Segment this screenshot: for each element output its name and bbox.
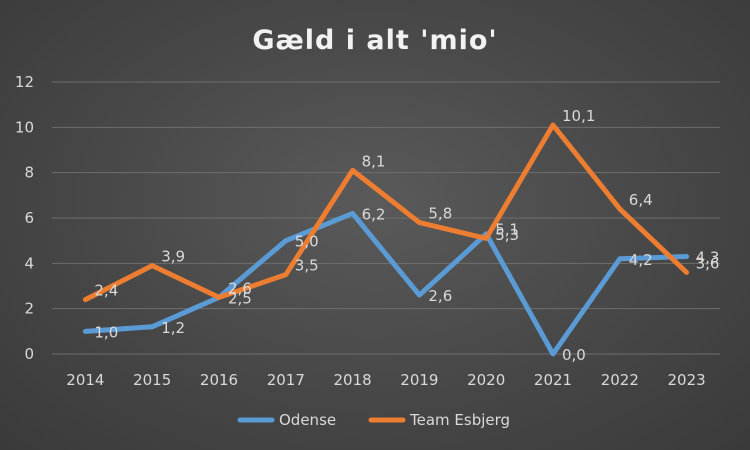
data-label: 6,4 — [629, 191, 653, 209]
data-label: 3,6 — [696, 254, 720, 272]
y-tick-label: 4 — [24, 254, 34, 272]
data-label: 3,9 — [161, 248, 185, 266]
data-label: 10,1 — [562, 107, 595, 125]
data-label: 2,5 — [228, 289, 252, 307]
x-tick-label: 2014 — [66, 371, 104, 389]
data-label: 5,1 — [495, 220, 519, 238]
data-label: 0,0 — [562, 346, 586, 364]
data-label: 1,0 — [94, 323, 118, 341]
x-tick-label: 2019 — [400, 371, 438, 389]
x-tick-label: 2016 — [200, 371, 238, 389]
series-lines — [82, 122, 690, 357]
y-tick-label: 8 — [24, 164, 34, 182]
x-axis-ticks: 2014 2015 2016 2017 2018 2019 2020 2021 2022 2023 — [66, 371, 705, 389]
data-label: 4,3 — [696, 249, 720, 267]
data-label: 8,1 — [362, 152, 386, 170]
x-tick-label: 2021 — [534, 371, 572, 389]
data-labels: 1,0 1,2 2,5 5,0 6,2 2,6 5,3 0,0 4,2 4,3 2,4 3,9 2,6 3… — [94, 107, 719, 364]
series-line-odense[interactable] — [82, 210, 690, 357]
x-tick-label: 2018 — [334, 371, 372, 389]
x-tick-label: 2017 — [267, 371, 305, 389]
chart-title: Gæld i alt 'mio' — [252, 25, 497, 56]
data-label: 5,0 — [295, 233, 319, 251]
data-label: 1,2 — [161, 319, 185, 337]
data-label: 6,2 — [362, 205, 386, 223]
data-label: 5,3 — [495, 226, 519, 244]
legend-label[interactable]: Odense — [279, 411, 336, 429]
x-tick-label: 2015 — [133, 371, 171, 389]
x-tick-label: 2023 — [668, 371, 706, 389]
data-label: 3,5 — [295, 257, 319, 275]
y-tick-label: 12 — [15, 73, 34, 91]
data-label: 2,6 — [228, 279, 252, 297]
x-tick-label: 2020 — [467, 371, 505, 389]
y-tick-label: 0 — [24, 345, 34, 363]
gridlines — [52, 81, 720, 355]
legend[interactable]: Odense Team Esbjerg — [237, 411, 510, 429]
data-label: 2,6 — [428, 287, 452, 305]
y-tick-label: 10 — [15, 118, 34, 136]
series-line-team-esbjerg[interactable] — [82, 122, 690, 303]
y-tick-label: 2 — [24, 300, 34, 318]
y-tick-label: 6 — [24, 209, 34, 227]
x-tick-label: 2022 — [601, 371, 639, 389]
data-label: 2,4 — [94, 282, 118, 300]
data-label: 5,8 — [428, 205, 452, 223]
data-label: 4,2 — [629, 251, 653, 269]
y-axis-ticks: 0 2 4 6 8 10 12 — [15, 73, 34, 363]
legend-label[interactable]: Team Esbjerg — [409, 411, 510, 429]
